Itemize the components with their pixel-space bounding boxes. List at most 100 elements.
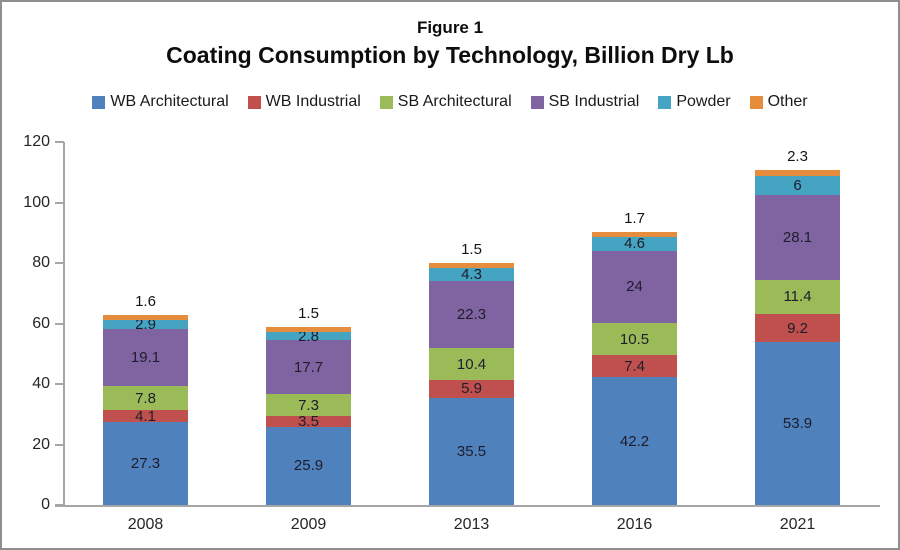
legend-swatch xyxy=(247,95,261,109)
bar-segment: 53.9 xyxy=(755,341,840,505)
y-axis-tick-mark xyxy=(55,141,64,143)
other-value-label: 1.5 xyxy=(298,305,319,323)
segment-value-label: 35.5 xyxy=(456,442,487,460)
bar-segment: 17.7 xyxy=(266,340,351,394)
bar-segment: 4.3 xyxy=(429,265,514,283)
legend: WB Architectural WB Industrial SB Architec… xyxy=(2,93,898,111)
x-axis-label: 2016 xyxy=(616,516,653,533)
legend-swatch xyxy=(530,95,544,109)
legend-swatch xyxy=(658,95,672,109)
bar-segment: 6 xyxy=(755,176,840,195)
x-axis-label: 2009 xyxy=(290,516,327,533)
bar-segment: 10.4 xyxy=(429,348,514,380)
y-axis-tick-label: 60 xyxy=(32,314,50,332)
y-axis-tick-label: 100 xyxy=(23,193,50,211)
segment-value-label: 24 xyxy=(626,278,643,296)
other-value-label: 2.3 xyxy=(787,147,808,165)
x-axis xyxy=(55,505,880,507)
y-axis-tick-label: 20 xyxy=(32,435,50,453)
segment-value-label: 6 xyxy=(793,177,802,195)
segment-value-label: 22.3 xyxy=(456,306,487,324)
segment-value-label: 28.1 xyxy=(782,228,813,246)
legend-label: WB Architectural xyxy=(110,93,229,110)
bar-segment xyxy=(266,327,351,332)
bar-segment: 7.4 xyxy=(592,354,677,378)
bar-segment: 42.2 xyxy=(592,377,677,505)
legend-swatch xyxy=(92,95,106,109)
y-axis-tick-label: 80 xyxy=(32,254,50,271)
y-axis-tick-mark xyxy=(55,383,64,385)
segment-value-label: 7.8 xyxy=(135,389,156,407)
bar-segment: 22.3 xyxy=(429,280,514,349)
bar-segment: 19.1 xyxy=(103,328,188,387)
segment-value-label: 25.9 xyxy=(293,457,324,475)
bar-segment: 4.1 xyxy=(103,407,188,425)
segment-value-label: 10.4 xyxy=(456,355,487,373)
legend-item: WB Architectural xyxy=(92,93,229,111)
bar-segment xyxy=(429,263,514,268)
legend-label: Other xyxy=(767,93,808,110)
legend-label: Powder xyxy=(676,93,731,110)
bar-segment: 11.4 xyxy=(755,279,840,315)
legend-label: WB Industrial xyxy=(265,93,361,110)
y-axis-tick-mark xyxy=(55,443,64,446)
other-value-label: 1.7 xyxy=(624,209,645,227)
legend-swatch xyxy=(749,95,763,109)
x-axis-label: 2013 xyxy=(453,516,490,533)
bar-segment: 4.6 xyxy=(592,235,677,253)
legend-item: SB Industrial xyxy=(530,93,640,111)
bar-segment: 28.1 xyxy=(755,194,840,280)
segment-value-label: 53.9 xyxy=(782,414,813,432)
bar-segment: 10.5 xyxy=(592,323,677,355)
legend-item: SB Architectural xyxy=(379,93,512,111)
segment-value-label: 11.4 xyxy=(783,288,812,306)
y-axis-tick-mark xyxy=(55,322,64,325)
segment-value-label: 4.6 xyxy=(624,235,645,253)
other-value-label: 1.5 xyxy=(461,241,482,259)
segment-value-label: 27.3 xyxy=(130,455,161,473)
segment-value-label: 7.3 xyxy=(298,396,319,414)
y-axis-tick-label: 40 xyxy=(32,375,50,392)
legend-item: WB Industrial xyxy=(247,93,361,111)
bar-segment xyxy=(103,315,188,320)
y-axis-tick-label: 0 xyxy=(41,496,50,513)
bar-segment: 7.8 xyxy=(103,386,188,410)
bar-segment: 2.8 xyxy=(266,329,351,344)
segment-value-label: 17.7 xyxy=(293,358,324,376)
segment-value-label: 4.3 xyxy=(461,265,482,283)
x-axis-label: 2008 xyxy=(127,516,164,533)
y-axis-tick-label: 120 xyxy=(23,133,50,150)
segment-value-label: 3.5 xyxy=(298,412,319,430)
segment-value-label: 4.1 xyxy=(135,407,156,425)
bar-segment: 24 xyxy=(592,250,677,324)
y-axis-tick-mark xyxy=(55,201,64,204)
bar-segment: 7.3 xyxy=(266,393,351,417)
bar-segment: 25.9 xyxy=(266,426,351,505)
x-axis-label: 2021 xyxy=(779,516,816,533)
segment-value-label: 2.8 xyxy=(298,327,319,345)
bar-segment xyxy=(755,169,840,177)
bar-segment: 27.3 xyxy=(103,422,188,505)
legend-label: SB Architectural xyxy=(397,93,512,110)
figure-label: Figure 1 xyxy=(416,18,484,37)
bar-segment xyxy=(592,231,677,237)
y-axis-tick-mark xyxy=(55,262,64,264)
segment-value-label: 10.5 xyxy=(619,330,650,348)
bar-segment: 9.2 xyxy=(755,314,840,342)
legend-swatch xyxy=(379,95,393,109)
segment-value-label: 42.2 xyxy=(619,432,650,450)
y-axis xyxy=(63,142,65,507)
other-value-label: 1.6 xyxy=(135,293,156,311)
bar-segment: 35.5 xyxy=(429,397,514,505)
bar-segment: 3.5 xyxy=(266,412,351,430)
legend-label: SB Industrial xyxy=(548,93,640,110)
legend-item: Powder xyxy=(658,93,731,111)
bar-segment: 2.9 xyxy=(103,315,188,333)
segment-value-label: 2.9 xyxy=(135,315,156,333)
bar-segment: 5.9 xyxy=(429,379,514,398)
legend-item: Other xyxy=(749,93,808,111)
segment-value-label: 7.4 xyxy=(624,357,645,375)
segment-value-label: 5.9 xyxy=(461,380,482,398)
